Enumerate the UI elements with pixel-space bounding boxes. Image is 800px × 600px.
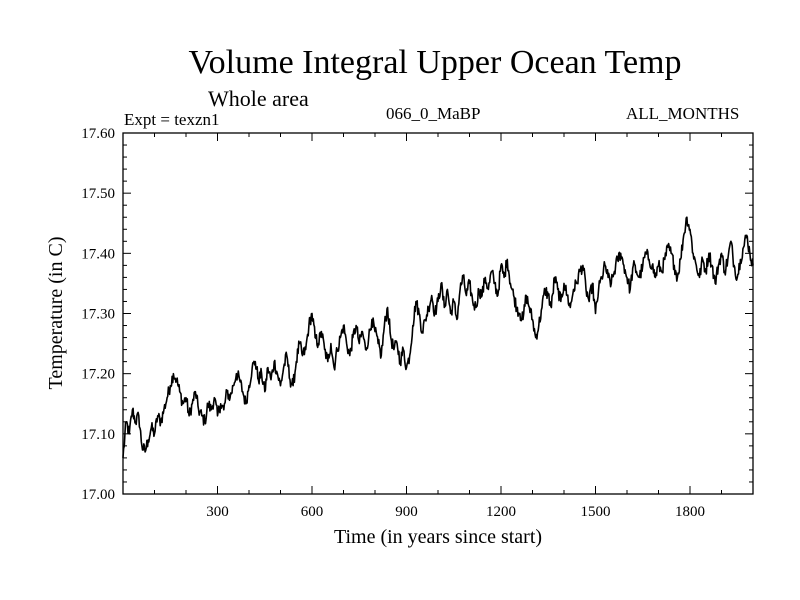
- months-label: ALL_MONTHS: [626, 104, 740, 123]
- series-line: [122, 216, 754, 458]
- x-tick-label: 600: [301, 504, 324, 520]
- plot-frame: [122, 132, 754, 495]
- chart-title: Volume Integral Upper Ocean Temp: [188, 44, 682, 81]
- y-tick-label: 17.20: [81, 367, 115, 383]
- experiment-label: Expt = texzn1: [124, 110, 220, 129]
- x-tick-label: 300: [206, 504, 229, 520]
- y-tick-label: 17.10: [81, 427, 115, 443]
- y-tick-label: 17.30: [81, 307, 115, 323]
- y-tick-label: 17.60: [81, 126, 115, 142]
- x-tick-label: 900: [395, 504, 418, 520]
- x-tick-label: 1800: [675, 504, 705, 520]
- y-tick-label: 17.50: [81, 186, 115, 202]
- y-axis-title: Temperature (in C): [45, 237, 67, 390]
- y-tick-label: 17.00: [81, 487, 115, 503]
- chart-subtitle: Whole area: [208, 86, 309, 111]
- x-tick-label: 1200: [486, 504, 516, 520]
- x-tick-label: 1500: [581, 504, 611, 520]
- x-axis-title: Time (in years since start): [334, 526, 542, 548]
- run-label: 066_0_MaBP: [386, 104, 481, 123]
- y-tick-label: 17.40: [81, 246, 115, 262]
